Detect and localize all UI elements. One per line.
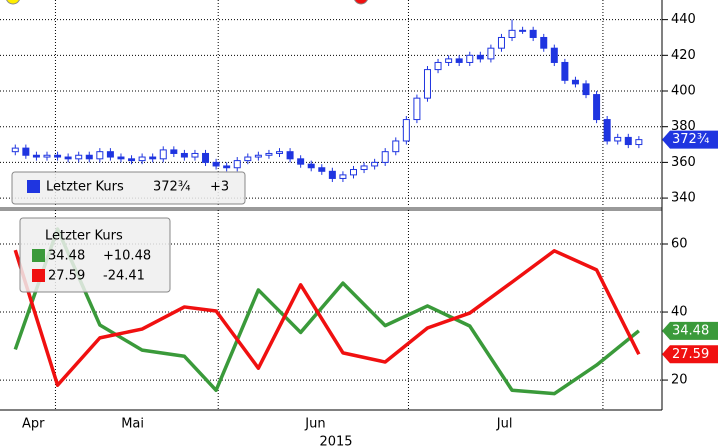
x-tick-label: Jun: [304, 417, 325, 432]
x-tick-label: Mai: [121, 417, 144, 432]
value-tag: [662, 345, 718, 364]
candle-body: [138, 156, 146, 162]
candle-body: [603, 119, 611, 142]
legend-swatch: [32, 249, 45, 262]
legend-icon: [6, 0, 20, 5]
candle-body: [455, 58, 463, 63]
candle-body: [381, 151, 389, 163]
candle-body: [75, 154, 83, 160]
candle-body: [286, 151, 294, 160]
candle-body: [466, 54, 474, 63]
candle-body: [582, 83, 590, 96]
candle-body: [476, 54, 484, 60]
legend-change: +10.48: [103, 249, 151, 264]
candle-body: [593, 94, 601, 121]
candle-body: [265, 152, 273, 156]
candle-body: [117, 156, 125, 160]
legend-box: [11, 171, 246, 205]
value-tag-label: 27.59: [672, 347, 709, 362]
candle-body: [170, 149, 178, 154]
candle-body: [244, 156, 252, 162]
candle-body: [149, 156, 157, 160]
candle-body: [508, 29, 516, 38]
candle-body: [561, 61, 569, 81]
candle-body: [106, 151, 114, 158]
candle-body: [371, 161, 379, 167]
y-tick-label: 340: [671, 191, 696, 206]
y-tick-label: 380: [671, 119, 696, 134]
candle-body: [159, 149, 167, 160]
candle-body: [212, 161, 220, 167]
line-series: [13, 227, 640, 396]
candle-body: [614, 136, 622, 142]
candle-body: [328, 170, 336, 179]
legend-title: Letzter Kurs: [46, 180, 124, 195]
candle-body: [307, 163, 315, 169]
legend-swatch: [27, 180, 40, 193]
candle-body: [571, 79, 579, 85]
candle-body: [423, 69, 431, 99]
y-tick-label: 40: [671, 305, 688, 320]
legend-value: 27.59: [48, 269, 85, 284]
panel-separator: [0, 207, 662, 211]
candle-body: [11, 147, 19, 153]
candle-body: [540, 36, 548, 49]
candle-body: [339, 174, 347, 179]
legend-value: 372¾: [153, 180, 191, 195]
candle-body: [191, 152, 199, 158]
y-tick-label: 420: [671, 48, 696, 63]
candle-body: [445, 58, 453, 63]
candle-body: [297, 158, 305, 165]
candle-body: [624, 136, 632, 146]
candle-body: [223, 165, 231, 169]
candle-body: [22, 147, 30, 156]
candle-body: [529, 29, 537, 38]
candle-body: [276, 151, 284, 154]
candle-body: [519, 29, 527, 32]
candle-body: [96, 151, 104, 160]
candle-body: [43, 154, 51, 158]
candle-body: [550, 47, 558, 63]
line-series: [13, 249, 641, 387]
candle-body: [392, 140, 400, 153]
candle-body: [349, 169, 357, 176]
candle-body: [85, 154, 93, 160]
candle-body: [180, 152, 188, 158]
candle-body: [32, 154, 40, 158]
legend-title: Letzter Kurs: [45, 229, 123, 244]
candle-body: [64, 156, 72, 160]
candle-body: [434, 61, 442, 71]
y-tick-label: 360: [671, 155, 696, 170]
candle-body: [413, 97, 421, 121]
candle-body: [497, 36, 505, 49]
y-tick-label: 400: [671, 84, 696, 99]
y-tick-label: 20: [671, 373, 688, 388]
candle-body: [635, 139, 643, 146]
legend-change: -24.41: [103, 269, 145, 284]
candle-body: [54, 154, 62, 158]
candle-body: [233, 160, 241, 169]
candle-body: [402, 119, 410, 142]
x-axis-label: 2015: [319, 435, 352, 448]
y-tick-label: 60: [671, 237, 688, 252]
legend-box: [19, 217, 171, 293]
value-tag-label: 34.48: [672, 323, 709, 338]
y-tick-label: 440: [671, 12, 696, 27]
value-tag: [662, 130, 718, 149]
candle-body: [128, 158, 136, 162]
value-tag-label: 372¾: [672, 132, 710, 147]
candle-body: [318, 167, 326, 172]
candle-body: [360, 165, 368, 171]
value-tag: [662, 321, 718, 340]
legend-value: 34.48: [48, 249, 85, 264]
x-tick-label: Jul: [496, 417, 513, 432]
legend-change: +3: [210, 180, 229, 195]
legend-swatch: [32, 269, 45, 282]
legend-icon: [354, 0, 368, 5]
candle-body: [487, 47, 495, 60]
candle-body: [202, 152, 210, 163]
x-tick-label: Apr: [22, 417, 45, 432]
candle-body: [254, 154, 262, 158]
